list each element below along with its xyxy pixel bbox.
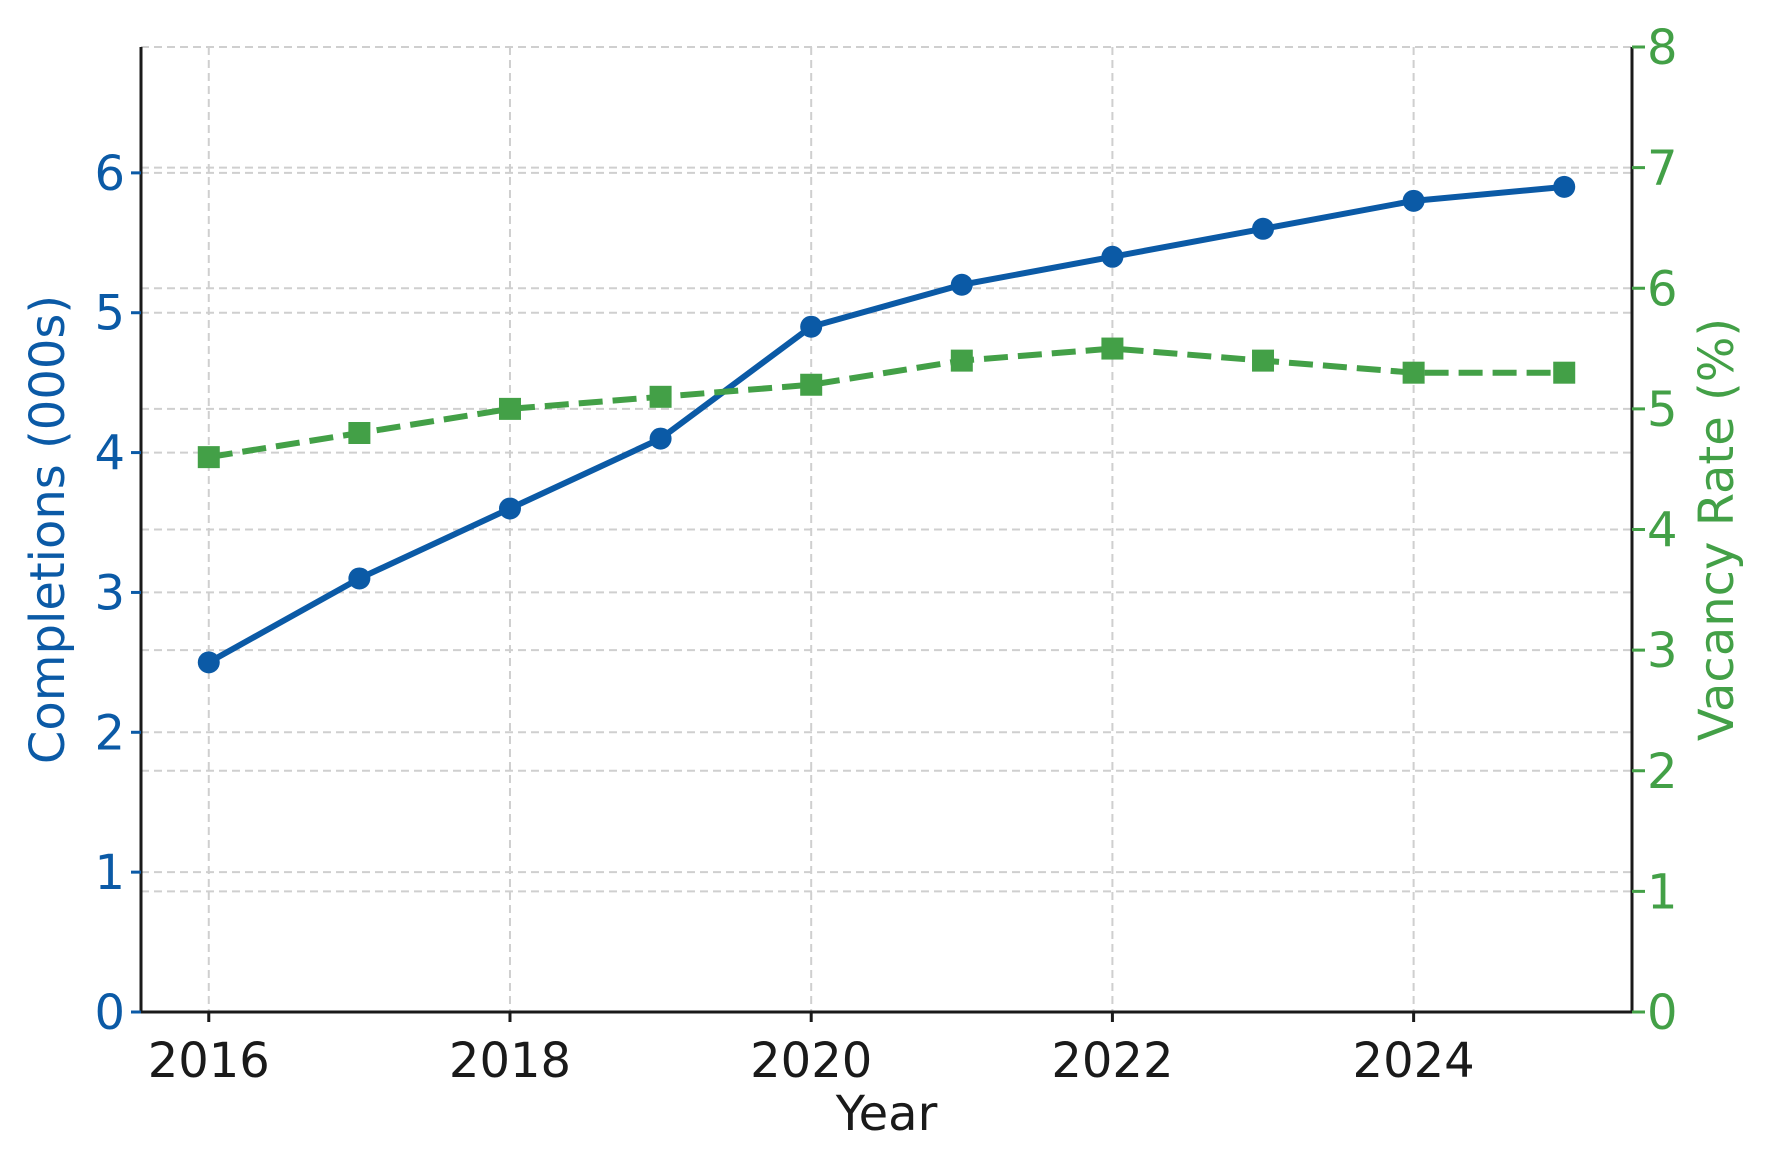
- series-1-point-2017: [348, 422, 371, 444]
- series-0-point-2016: [197, 651, 220, 674]
- series-0-point-2020: [800, 315, 823, 338]
- y-right-tick-label-8: 8: [1647, 20, 1678, 76]
- y-axis-right-title: Vacancy Rate (%): [1689, 318, 1745, 741]
- grid-layer: [141, 46, 1632, 1012]
- x-tick-label-2022: 2022: [1051, 1033, 1173, 1089]
- series-0-point-2024: [1402, 189, 1425, 212]
- y-right-tick-label-2: 2: [1647, 744, 1678, 800]
- series-1-point-2020: [800, 373, 823, 396]
- y-right-tick-label-1: 1: [1647, 864, 1678, 920]
- y-left-tick-label-0: 0: [94, 985, 125, 1041]
- x-tick-label-2016: 2016: [148, 1033, 270, 1089]
- y-left-tick-label-1: 1: [94, 845, 125, 901]
- x-axis-title: Year: [835, 1086, 938, 1142]
- y-right-tick-label-5: 5: [1647, 382, 1678, 438]
- y-left-tick-label-6: 6: [94, 146, 125, 202]
- series-1-point-2023: [1252, 349, 1275, 372]
- series-1-point-2025: [1553, 361, 1576, 384]
- x-tick-label-2024: 2024: [1353, 1033, 1475, 1089]
- series-0-point-2023: [1252, 217, 1275, 240]
- series-0-point-2018: [498, 497, 521, 520]
- series-1-point-2021: [950, 349, 973, 372]
- series-1-point-2019: [649, 385, 672, 408]
- y-left-tick-label-2: 2: [94, 705, 125, 761]
- series-0-point-2025: [1553, 175, 1576, 198]
- series-0-point-2017: [348, 567, 371, 590]
- y-left-tick-label-3: 3: [94, 565, 125, 621]
- series-0-line: [205, 183, 1568, 666]
- y-left-tick-label-4: 4: [94, 426, 125, 482]
- x-tick-label-2020: 2020: [750, 1033, 872, 1089]
- series-1-point-2016: [197, 446, 220, 469]
- series-layer: [197, 175, 1576, 674]
- series-1-point-2018: [498, 397, 521, 420]
- series-1-point-2024: [1402, 361, 1425, 384]
- series-1-line: [208, 345, 1565, 461]
- series-1-point-2022: [1101, 337, 1124, 360]
- x-tick-label-2018: 2018: [449, 1033, 571, 1089]
- y-axis-left-title: Completions (000s): [20, 295, 76, 764]
- y-right-tick-label-0: 0: [1647, 985, 1678, 1041]
- y-right-tick-label-6: 6: [1647, 261, 1678, 317]
- series-0-point-2021: [950, 273, 973, 296]
- y-right-tick-label-4: 4: [1647, 503, 1678, 559]
- series-0-point-2022: [1101, 245, 1124, 268]
- y-right-tick-label-3: 3: [1647, 623, 1678, 679]
- labels-layer: Year Completions (000s) Vacancy Rate (%): [20, 295, 1745, 1142]
- y-left-tick-label-5: 5: [94, 286, 125, 342]
- series-0-point-2019: [649, 427, 672, 450]
- axes-layer: 2016 2018 2020 2022 2024 0 1 2 3 4 5 6 0 1 2 3 4 5 6 7 8: [94, 20, 1677, 1089]
- y-right-tick-label-7: 7: [1647, 141, 1678, 197]
